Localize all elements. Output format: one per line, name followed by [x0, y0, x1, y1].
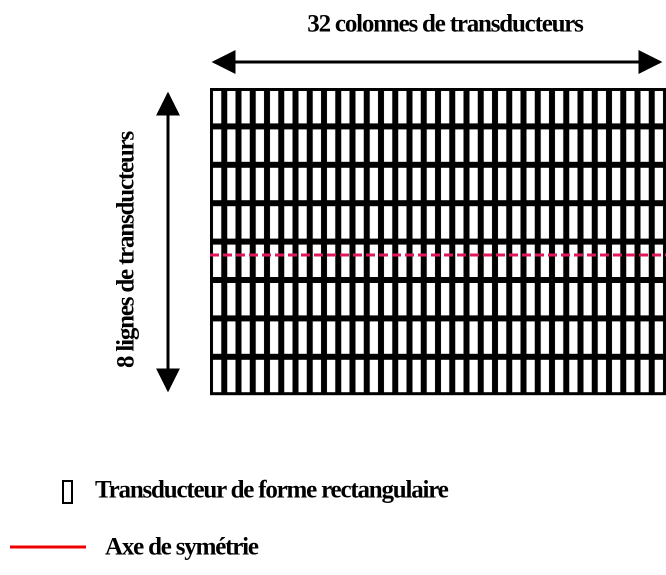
rows-label: 8 lignes de transducteurs: [113, 131, 140, 368]
legend-label: Axe de symétrie: [105, 534, 259, 561]
transducer-grid: [210, 88, 666, 396]
legend-cell-icon: [62, 480, 73, 504]
columns-label: 32 colonnes de transducteurs: [307, 11, 584, 38]
legend-label: Transducteur de forme rectangulaire: [95, 477, 449, 504]
